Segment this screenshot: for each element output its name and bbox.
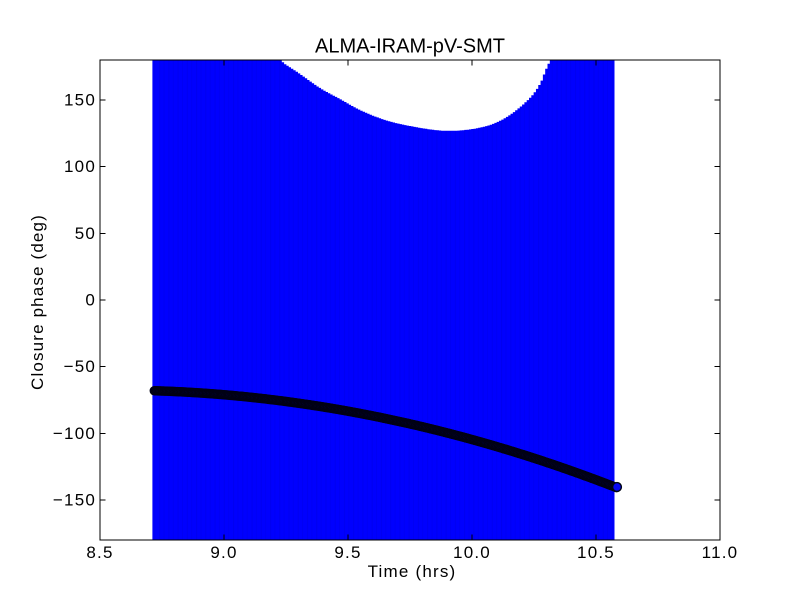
svg-text:50: 50: [75, 224, 96, 243]
svg-text:100: 100: [64, 157, 96, 176]
svg-text:ALMA-IRAM-pV-SMT: ALMA-IRAM-pV-SMT: [315, 36, 505, 58]
svg-text:8.5: 8.5: [86, 543, 113, 562]
svg-text:−150: −150: [53, 491, 96, 510]
svg-text:9.0: 9.0: [210, 543, 237, 562]
svg-text:−100: −100: [53, 424, 96, 443]
svg-text:10.0: 10.0: [453, 543, 491, 562]
svg-text:−50: −50: [64, 357, 96, 376]
svg-text:10.5: 10.5: [577, 543, 615, 562]
svg-text:Closure phase (deg): Closure phase (deg): [28, 214, 47, 390]
svg-text:Time (hrs): Time (hrs): [368, 562, 457, 581]
svg-text:11.0: 11.0: [702, 543, 739, 562]
svg-text:9.5: 9.5: [334, 543, 361, 562]
svg-text:150: 150: [64, 91, 96, 110]
svg-text:0: 0: [85, 291, 96, 310]
